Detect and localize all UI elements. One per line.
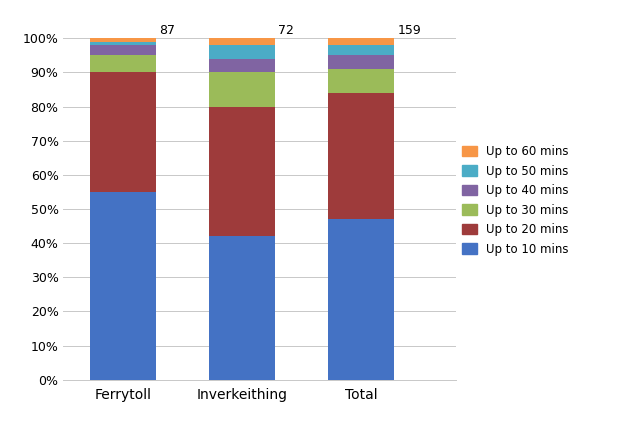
Bar bbox=[209, 45, 275, 59]
Bar bbox=[209, 106, 275, 236]
Bar bbox=[328, 55, 394, 69]
Bar bbox=[90, 45, 156, 55]
Bar bbox=[90, 72, 156, 192]
Bar bbox=[328, 38, 394, 45]
Bar bbox=[90, 42, 156, 45]
Legend: Up to 60 mins, Up to 50 mins, Up to 40 mins, Up to 30 mins, Up to 20 mins, Up to: Up to 60 mins, Up to 50 mins, Up to 40 m… bbox=[462, 145, 569, 256]
Bar bbox=[328, 219, 394, 380]
Text: 72: 72 bbox=[278, 24, 294, 38]
Bar bbox=[209, 72, 275, 106]
Bar bbox=[209, 59, 275, 72]
Bar bbox=[328, 45, 394, 55]
Bar bbox=[328, 93, 394, 219]
Bar bbox=[209, 38, 275, 45]
Bar bbox=[328, 69, 394, 93]
Bar bbox=[209, 236, 275, 380]
Bar bbox=[90, 192, 156, 380]
Bar bbox=[90, 55, 156, 72]
Bar bbox=[90, 38, 156, 42]
Text: 159: 159 bbox=[398, 24, 421, 38]
Text: 87: 87 bbox=[159, 24, 175, 38]
